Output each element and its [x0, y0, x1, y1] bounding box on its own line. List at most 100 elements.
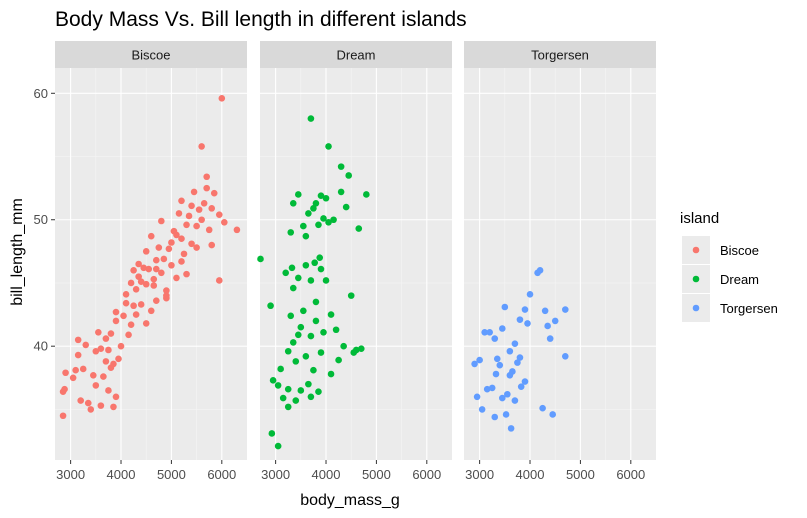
data-point: [105, 346, 112, 354]
data-point: [120, 312, 127, 320]
data-point: [492, 370, 500, 378]
facet-strip: [55, 41, 247, 68]
data-point: [79, 365, 87, 373]
data-point: [163, 287, 170, 294]
data-point: [483, 385, 491, 393]
data-point: [310, 205, 317, 212]
data-point: [345, 172, 352, 179]
data-point: [317, 349, 325, 356]
data-point: [203, 173, 210, 181]
data-point: [498, 325, 506, 332]
data-point: [307, 393, 315, 401]
legend-swatch: [692, 246, 700, 254]
data-point: [327, 370, 335, 378]
data-point: [504, 390, 511, 398]
facet-panels: Biscoe Dream Torgersen: [55, 41, 656, 460]
data-point: [549, 411, 556, 418]
x-tick-label: 3000: [465, 467, 494, 482]
data-point: [208, 205, 216, 212]
data-point: [112, 317, 120, 325]
data-point: [110, 360, 117, 368]
x-tick-label: 6000: [616, 467, 645, 482]
data-point: [269, 377, 277, 384]
legend: island Biscoe Dream Torgersen: [680, 210, 778, 322]
data-point: [312, 200, 320, 207]
data-point: [335, 356, 342, 364]
data-point: [493, 355, 501, 363]
data-point: [150, 282, 158, 289]
data-point: [300, 307, 307, 315]
data-point: [521, 378, 529, 385]
data-point: [218, 95, 226, 102]
data-point: [320, 215, 327, 222]
data-point: [178, 197, 185, 205]
data-point: [551, 317, 559, 325]
data-point: [478, 406, 486, 413]
data-point: [284, 403, 292, 411]
data-point: [107, 330, 115, 337]
data-point: [140, 264, 147, 272]
data-point: [355, 225, 363, 232]
data-point: [59, 412, 67, 420]
facet-strip-label: Biscoe: [131, 48, 170, 63]
data-point: [511, 397, 519, 404]
data-point: [514, 359, 521, 366]
data-point: [516, 316, 524, 323]
x-tick-label: 4000: [516, 467, 545, 482]
data-point: [190, 188, 198, 196]
data-point: [74, 336, 82, 344]
data-point: [147, 232, 155, 240]
data-point: [110, 403, 117, 411]
data-point: [300, 222, 307, 230]
data-point: [498, 394, 506, 402]
data-point: [297, 323, 305, 331]
data-point: [312, 317, 320, 325]
data-point: [305, 380, 312, 388]
data-point: [330, 216, 337, 224]
data-point: [310, 366, 317, 374]
data-point: [287, 312, 295, 320]
data-point: [165, 245, 173, 253]
data-point: [516, 354, 524, 361]
data-point: [155, 244, 163, 251]
data-point: [152, 256, 160, 264]
data-point: [297, 387, 305, 394]
data-point: [325, 143, 332, 150]
facet-strip: [464, 41, 656, 68]
data-point: [188, 202, 195, 210]
data-point: [142, 280, 150, 288]
data-point: [327, 311, 335, 318]
data-point: [100, 373, 107, 380]
data-point: [307, 115, 315, 122]
data-point: [544, 322, 551, 330]
x-tick-label: 3000: [261, 467, 290, 482]
x-tick-label: 5000: [157, 467, 186, 482]
data-point: [305, 210, 312, 217]
facet-strip: [260, 41, 452, 68]
data-point: [521, 306, 529, 313]
data-point: [541, 307, 549, 315]
data-point: [112, 393, 120, 401]
data-point: [105, 387, 112, 394]
data-point: [69, 374, 77, 382]
x-axis: 3000 4000 5000 6000 3000 4000 5000 6000 3000 4000…: [56, 460, 645, 482]
data-point: [491, 413, 499, 421]
data-point: [150, 275, 158, 283]
data-point: [292, 358, 300, 365]
data-point: [130, 267, 137, 274]
data-point: [180, 250, 188, 258]
data-point: [267, 302, 274, 310]
data-point: [125, 331, 132, 339]
data-point: [332, 326, 340, 334]
data-point: [102, 335, 110, 342]
data-point: [130, 302, 137, 310]
data-point: [320, 328, 327, 336]
data-point: [363, 191, 370, 198]
x-tick-label: 5000: [362, 467, 391, 482]
data-point: [357, 345, 365, 353]
data-point: [317, 265, 325, 273]
data-point: [282, 269, 290, 277]
data-point: [471, 360, 478, 368]
data-point: [277, 365, 284, 373]
legend-label: Biscoe: [720, 243, 759, 258]
